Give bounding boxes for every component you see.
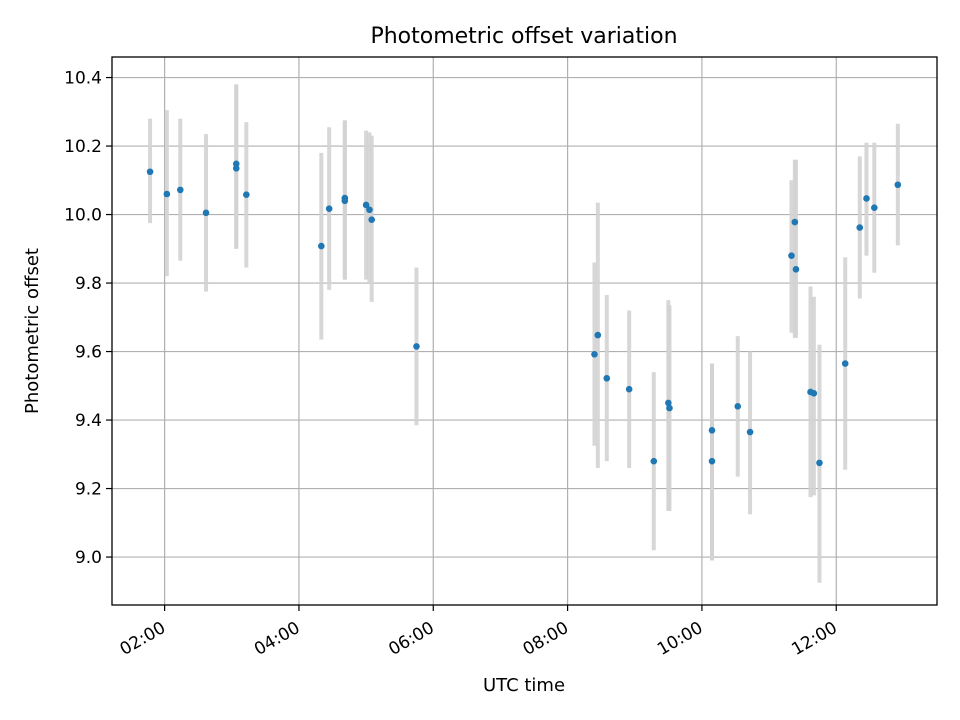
data-point xyxy=(708,457,716,465)
x-tick-label: 10:00 xyxy=(654,618,706,660)
data-point xyxy=(734,403,742,410)
x-axis-label: UTC time xyxy=(483,675,565,696)
x-tick-label: 06:00 xyxy=(385,618,437,660)
y-tick-label: 9.0 xyxy=(75,548,102,568)
data-point xyxy=(788,252,795,259)
data-point xyxy=(841,360,849,367)
x-tick-label: 04:00 xyxy=(251,618,303,660)
x-tick-label: 08:00 xyxy=(520,618,572,660)
data-point xyxy=(863,195,870,202)
data-point xyxy=(594,331,602,339)
data-points xyxy=(146,160,902,467)
y-tick-label: 9.6 xyxy=(75,343,102,363)
x-tick-label: 12:00 xyxy=(788,618,840,660)
data-point xyxy=(856,224,864,231)
data-point xyxy=(243,191,250,198)
data-point xyxy=(708,427,716,434)
data-point xyxy=(163,190,171,198)
data-point xyxy=(816,459,823,467)
data-point xyxy=(362,201,370,209)
data-point xyxy=(625,385,633,393)
chart-title: Photometric offset variation xyxy=(370,24,677,49)
data-point xyxy=(871,204,878,211)
error-bars xyxy=(148,84,900,583)
data-point xyxy=(591,350,598,358)
grid-lines xyxy=(112,57,937,605)
data-point xyxy=(603,374,611,382)
data-point xyxy=(176,186,184,194)
data-point xyxy=(666,404,673,412)
data-point xyxy=(894,181,902,189)
data-point xyxy=(146,168,154,176)
y-tick-label: 9.4 xyxy=(75,411,102,431)
y-tick-label: 10.2 xyxy=(64,137,102,157)
data-point xyxy=(232,165,240,172)
y-tick-label: 9.2 xyxy=(75,480,102,500)
y-tick-label: 10.4 xyxy=(64,69,102,89)
data-point xyxy=(650,457,658,465)
data-point xyxy=(325,205,333,213)
y-axis-label: Photometric offset xyxy=(22,248,43,414)
data-point xyxy=(413,343,420,350)
data-point xyxy=(202,209,210,217)
y-tick-label: 9.8 xyxy=(75,274,102,294)
data-point xyxy=(368,216,376,223)
x-tick-label: 02:00 xyxy=(117,618,169,660)
data-point xyxy=(791,218,799,226)
plot-frame xyxy=(111,56,938,606)
data-point xyxy=(318,242,325,250)
data-point xyxy=(810,390,818,397)
data-point xyxy=(665,399,672,407)
data-point xyxy=(341,194,349,202)
data-point xyxy=(366,206,373,214)
data-point xyxy=(792,266,800,273)
data-point xyxy=(746,428,754,436)
y-tick-label: 10.0 xyxy=(64,206,102,226)
